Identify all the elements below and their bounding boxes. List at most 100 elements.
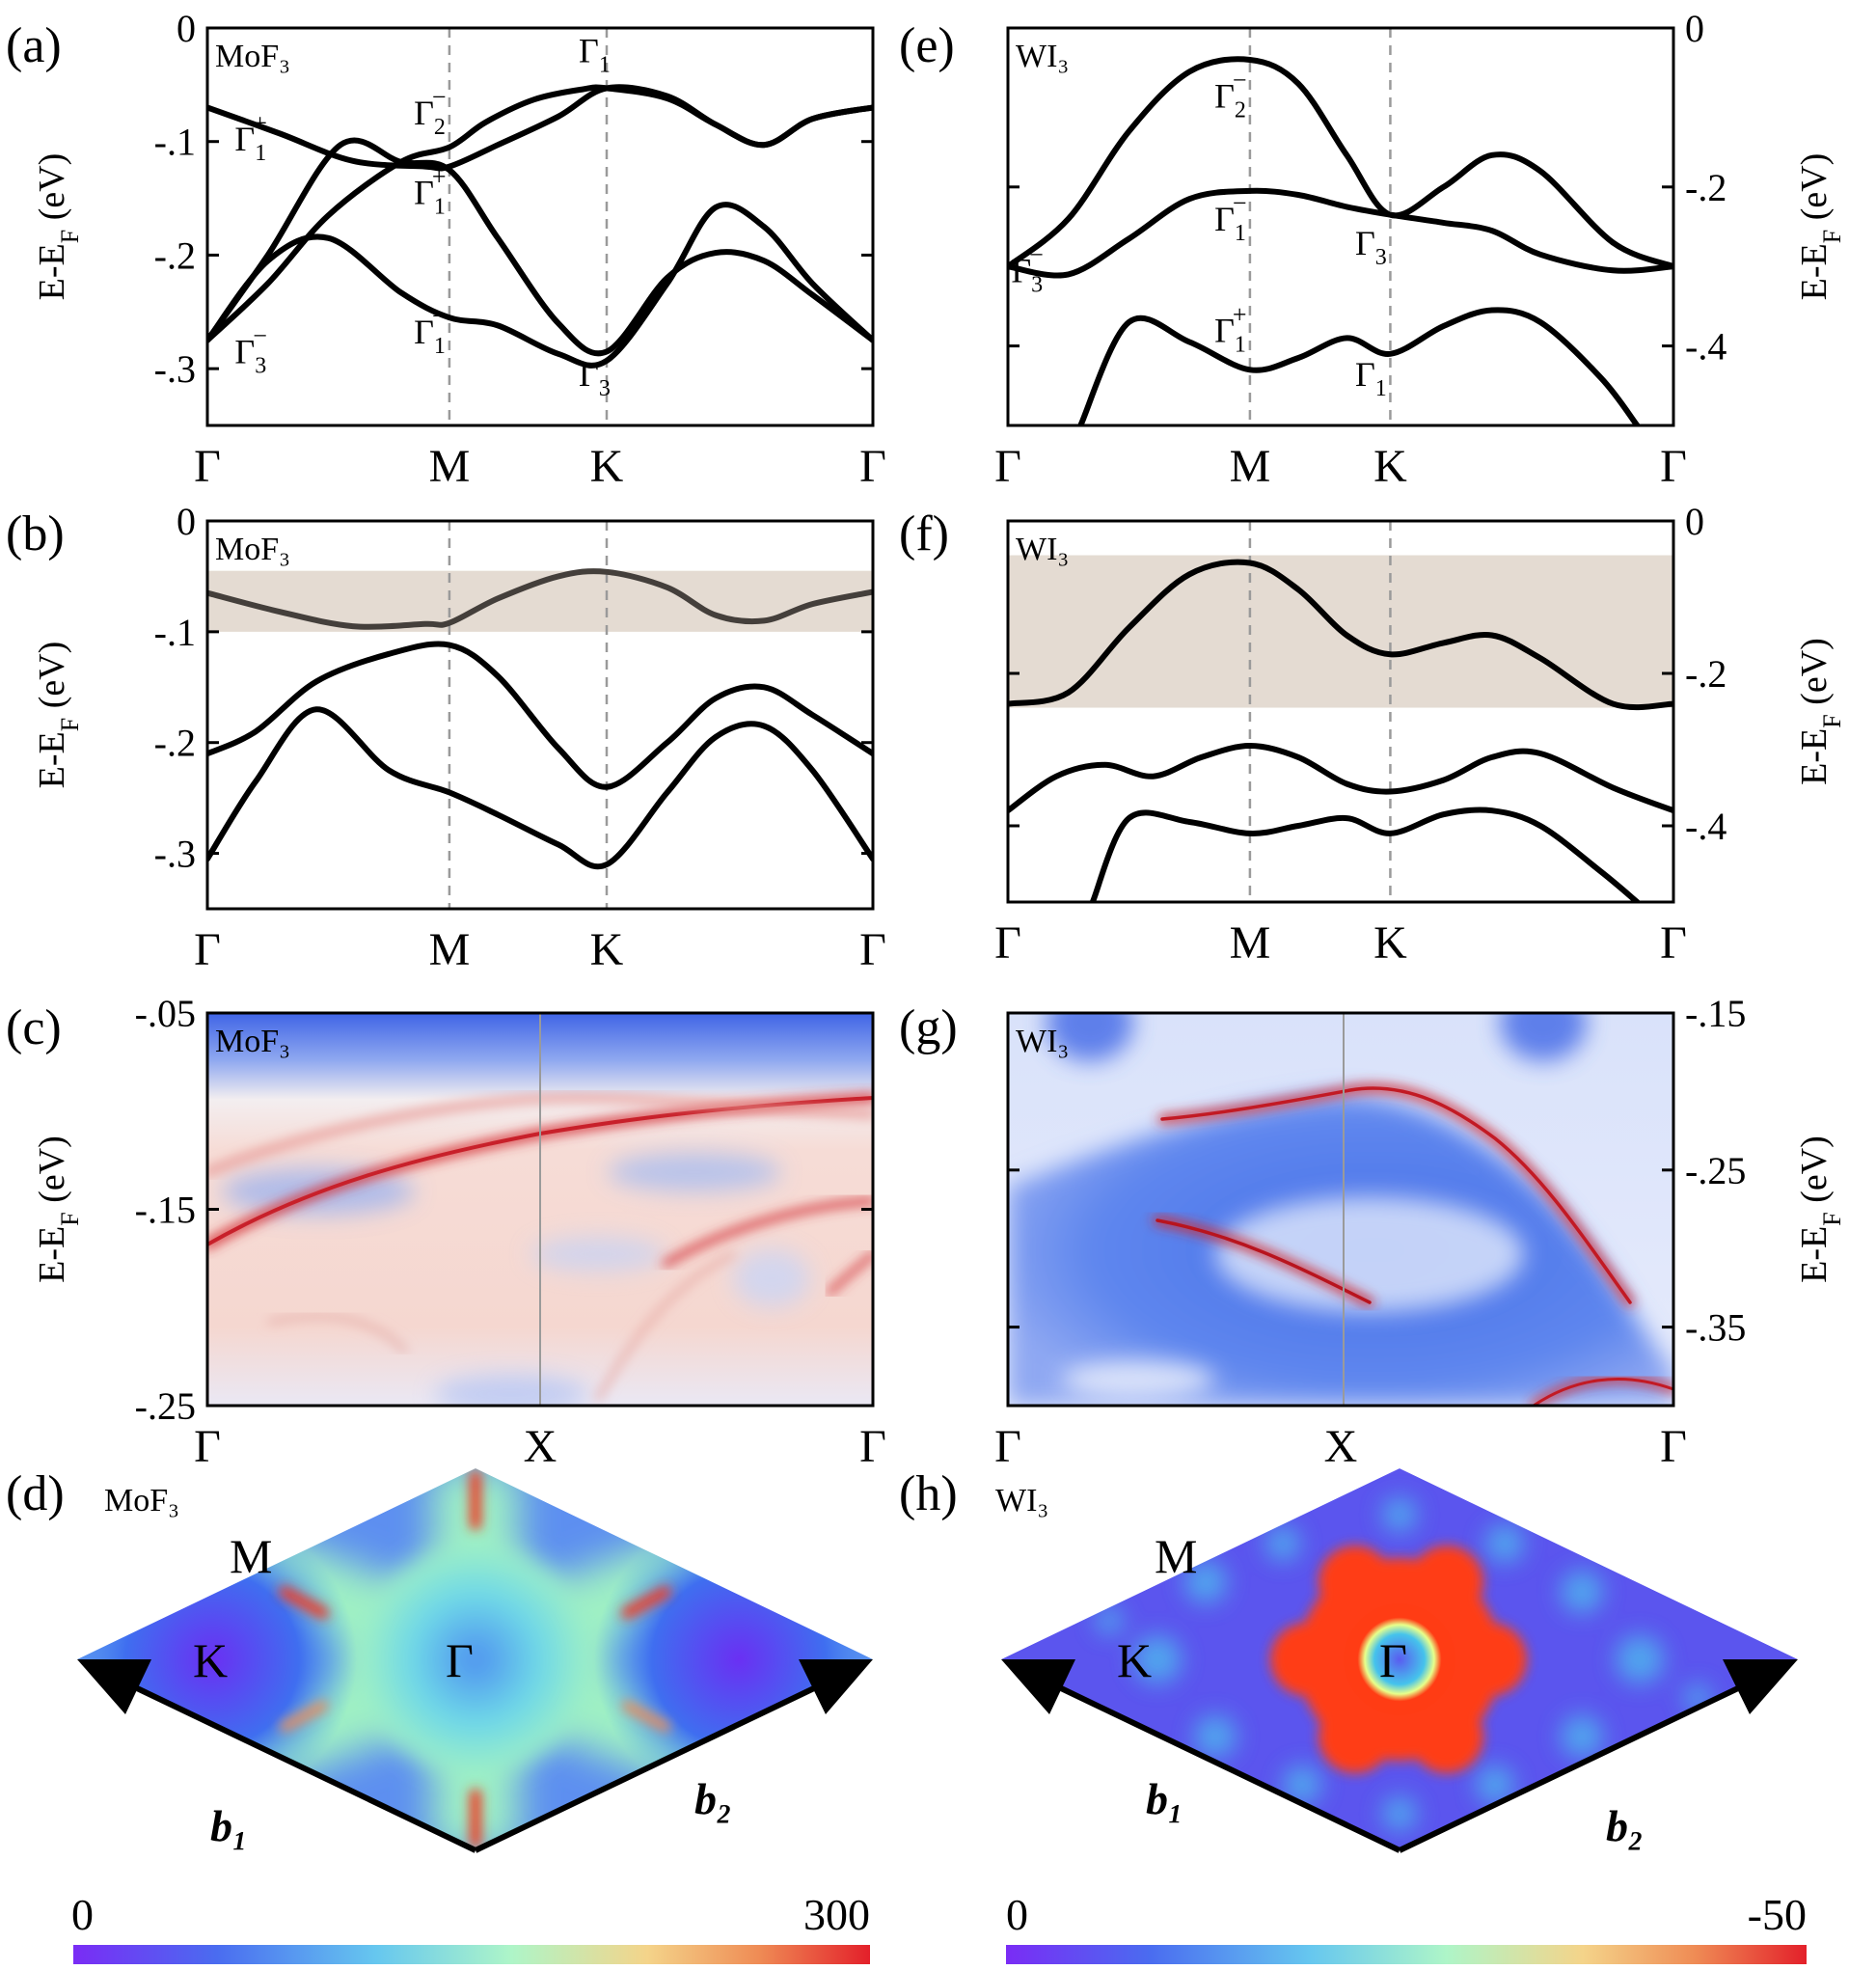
irrep-label-a-2: Γ2− xyxy=(414,83,446,140)
ytick-label-f-0: 0 xyxy=(1685,500,1704,543)
ylabel-text-c: E-EF (eV) xyxy=(32,1135,84,1283)
irrep-label-a-3: Γ1+ xyxy=(414,162,446,219)
panel-letter-a: (a) xyxy=(6,18,62,73)
xtick-label-a-3: Γ xyxy=(859,441,886,492)
compound-label-g: WI₃ xyxy=(1016,1024,1069,1059)
bz-map-d xyxy=(77,1468,873,1850)
ytick-label-c-1: -.15 xyxy=(135,1189,196,1232)
bz-label-m-h: M xyxy=(1155,1529,1197,1583)
band-b-2 xyxy=(207,706,873,870)
ytick-label-e-2: -.4 xyxy=(1685,325,1726,369)
bz-label-k-h: K xyxy=(1117,1633,1152,1687)
frame-f xyxy=(1006,519,1675,904)
band-f-0 xyxy=(1008,559,1673,711)
compound-label-f: WI₃ xyxy=(1016,532,1069,567)
xtick-label-b-3: Γ xyxy=(859,924,886,975)
ytick-label-g-0: -.15 xyxy=(1685,992,1746,1035)
compound-label-d: MoF₃ xyxy=(104,1483,179,1519)
band-e-1 xyxy=(1008,187,1673,279)
xtick-label-g-0: Γ xyxy=(994,1421,1021,1472)
bz-label-k-d: K xyxy=(193,1633,228,1687)
xtick-label-a-1: M xyxy=(429,441,471,492)
bz-label-gamma-d: Γ xyxy=(446,1633,474,1687)
colorbar-mof3-max: 300 xyxy=(803,1890,870,1939)
vector-b1-label-d: b₁ xyxy=(210,1801,248,1850)
ytick-label-a-2: -.2 xyxy=(154,233,196,277)
band-e-2 xyxy=(1077,307,1641,425)
ylabel-e: E-EF (eV) xyxy=(1794,153,1846,301)
ylabel-text-g: E-EF (eV) xyxy=(1794,1135,1846,1283)
ytick-label-c-0: -.05 xyxy=(135,992,196,1035)
colorbar-mof3 xyxy=(73,1945,870,1964)
ytick-label-g-1: -.25 xyxy=(1685,1149,1746,1192)
colorbar-wi3 xyxy=(1006,1945,1807,1964)
ylabel-a: E-EF (eV) xyxy=(32,153,84,301)
band-a-2 xyxy=(207,202,873,369)
ytick-label-b-0: 0 xyxy=(177,500,196,543)
xtick-label-c-2: Γ xyxy=(859,1421,886,1472)
ylabel-text-f: E-EF (eV) xyxy=(1794,638,1846,785)
band-b-1 xyxy=(207,641,873,790)
panel-letter-b: (b) xyxy=(6,506,65,561)
plot-area-f xyxy=(1008,521,1673,902)
vector-b1-label-h: b₁ xyxy=(1146,1774,1183,1823)
xtick-label-b-1: M xyxy=(429,924,471,975)
vector-b2-label-h: b₂ xyxy=(1606,1801,1644,1850)
xtick-label-c-1: X xyxy=(524,1421,557,1472)
xtick-label-f-2: K xyxy=(1373,917,1407,969)
band-b-0 xyxy=(207,568,873,630)
panel-letter-f: (f) xyxy=(899,506,949,561)
xtick-label-e-0: Γ xyxy=(994,441,1021,492)
ylabel-f: E-EF (eV) xyxy=(1794,638,1846,785)
bz-label-m-d: M xyxy=(230,1529,272,1583)
band-f-1 xyxy=(1008,743,1673,814)
xtick-label-f-0: Γ xyxy=(994,917,1021,969)
bz-vectors-h xyxy=(1057,1684,1742,1853)
ytick-label-g-2: -.35 xyxy=(1685,1306,1746,1350)
chart-layer: 0 -.1 -.2 -.3 E-EF (eV) Γ M K Γ MoF₃ Γ1+ Γ3− Γ2− Γ1+ Γ… xyxy=(32,7,1846,1472)
xtick-label-e-1: M xyxy=(1230,441,1271,492)
plot-area-a xyxy=(207,28,873,425)
ytick-label-c-2: -.25 xyxy=(135,1384,196,1428)
b1-arrowhead-h xyxy=(1001,1659,1075,1714)
plot-area-b xyxy=(207,521,873,909)
irrep-label-a-5: Γ1 xyxy=(579,31,611,77)
compound-label-b: MoF₃ xyxy=(215,532,290,567)
irrep-label-a-1: Γ3− xyxy=(234,321,266,378)
compound-label-h: WI₃ xyxy=(995,1483,1048,1519)
compound-label-c: MoF₃ xyxy=(215,1024,290,1059)
irrep-label-e-0: Γ3− xyxy=(1011,241,1043,298)
frame-b xyxy=(205,519,875,911)
panel-letter-h: (h) xyxy=(899,1466,958,1521)
ytick-label-b-3: -.3 xyxy=(154,833,196,876)
ytick-label-a-0: 0 xyxy=(177,7,196,50)
xtick-label-a-2: K xyxy=(590,441,624,492)
irrep-label-e-3: Γ3 xyxy=(1355,224,1387,270)
ylabel-g: E-EF (eV) xyxy=(1794,1135,1846,1283)
bz-label-gamma-h: Γ xyxy=(1379,1633,1407,1687)
b2-arrowhead-d xyxy=(799,1659,873,1714)
ytick-label-a-1: -.1 xyxy=(154,121,196,164)
ylabel-text-e: E-EF (eV) xyxy=(1794,153,1846,301)
xtick-label-f-3: Γ xyxy=(1660,917,1687,969)
compound-label-a: MoF₃ xyxy=(215,39,290,74)
ylabel-c: E-EF (eV) xyxy=(32,1135,84,1283)
b2-arrowhead-h xyxy=(1723,1659,1798,1714)
irrep-label-e-5: Γ1 xyxy=(1355,355,1387,401)
colorbar-wi3-min: 0 xyxy=(1006,1890,1028,1939)
ylabel-text-b: E-EF (eV) xyxy=(32,642,84,789)
ytick-label-b-2: -.2 xyxy=(154,722,196,765)
xtick-label-g-1: X xyxy=(1324,1421,1358,1472)
heatmap-c xyxy=(207,1013,873,1406)
irrep-label-e-1: Γ2− xyxy=(1214,66,1246,123)
band-a-3 xyxy=(207,137,873,357)
xtick-label-c-0: Γ xyxy=(194,1421,221,1472)
panel-letter-c: (c) xyxy=(6,1000,62,1055)
ytick-label-b-1: -.1 xyxy=(154,611,196,654)
vector-b2-label-d: b₂ xyxy=(694,1774,732,1823)
xtick-label-b-2: K xyxy=(590,924,624,975)
bz-vectors-d xyxy=(133,1684,818,1853)
frame-e xyxy=(1006,26,1675,427)
band-f-2 xyxy=(1089,807,1641,902)
panel-letter-e: (e) xyxy=(899,18,955,73)
